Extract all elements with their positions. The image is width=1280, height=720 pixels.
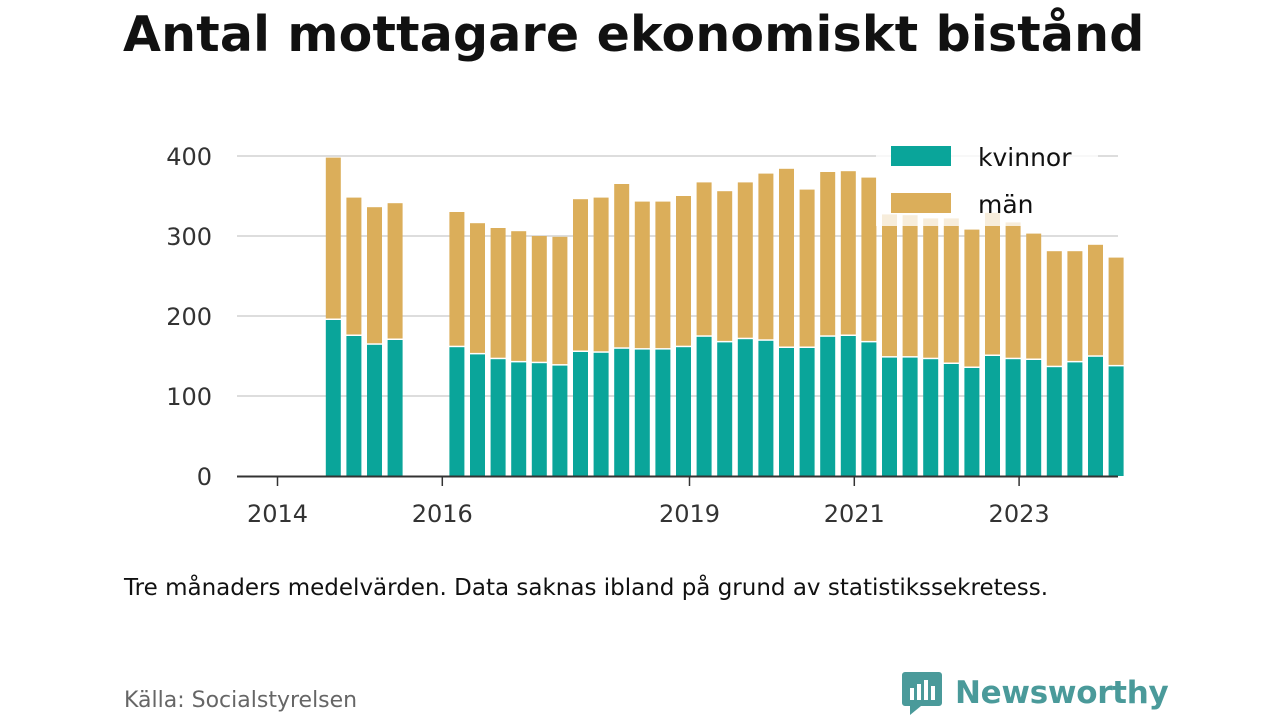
bar-man bbox=[737, 182, 753, 338]
bar-kvinnor bbox=[1108, 366, 1124, 476]
bar-man bbox=[387, 203, 403, 339]
bar-kvinnor bbox=[573, 352, 588, 476]
bar-man bbox=[943, 218, 959, 363]
axes: 2014 2016 2019 2021 2023 bbox=[237, 475, 1118, 528]
bar-kvinnor bbox=[614, 348, 630, 476]
bar-kvinnor bbox=[985, 356, 1000, 476]
bar-man bbox=[717, 191, 733, 341]
bar-man bbox=[779, 168, 794, 347]
chart-note: Tre månaders medelvärden. Data saknas ib… bbox=[124, 575, 1049, 601]
newsworthy-logo: Newsworthy bbox=[901, 670, 1169, 716]
bar-man bbox=[593, 197, 609, 352]
x-tick-label: 2023 bbox=[989, 500, 1050, 528]
bar-kvinnor bbox=[1026, 360, 1042, 476]
bar-kvinnor bbox=[387, 340, 403, 476]
bar-man bbox=[573, 199, 588, 351]
bar-man bbox=[614, 184, 630, 348]
y-tick-label: 400 bbox=[166, 143, 212, 171]
bar-man bbox=[861, 177, 877, 341]
bar-kvinnor bbox=[655, 349, 671, 476]
chart-title: Antal mottagare ekonomiskt bistånd bbox=[123, 6, 1145, 63]
bar-kvinnor bbox=[758, 340, 774, 476]
bar-kvinnor bbox=[1046, 367, 1062, 476]
x-tick-label: 2019 bbox=[659, 500, 720, 528]
bar-kvinnor bbox=[593, 352, 609, 476]
bar-man bbox=[882, 214, 897, 357]
bar-man bbox=[1067, 251, 1083, 361]
bar-man bbox=[470, 223, 485, 353]
x-tick-label: 2014 bbox=[247, 500, 308, 528]
source-credit: Källa: Socialstyrelsen bbox=[124, 688, 358, 713]
bar-man bbox=[511, 231, 527, 361]
bar-man bbox=[449, 212, 465, 346]
bar-man bbox=[490, 228, 506, 358]
bar-man bbox=[902, 215, 918, 357]
bar-man bbox=[552, 236, 568, 365]
bar-kvinnor bbox=[470, 354, 485, 476]
bar-man bbox=[1088, 244, 1103, 356]
bar-man bbox=[923, 218, 939, 358]
bar-man bbox=[346, 197, 362, 335]
bar-kvinnor bbox=[737, 339, 753, 476]
bar-kvinnor bbox=[346, 336, 362, 476]
legend-swatch-man bbox=[891, 193, 951, 213]
bar-man bbox=[634, 201, 650, 349]
bar-man bbox=[1026, 233, 1042, 359]
bar-man bbox=[676, 196, 691, 346]
legend-swatch-kvinnor bbox=[891, 146, 951, 166]
bar-kvinnor bbox=[840, 336, 856, 476]
newsworthy-logo-icon bbox=[902, 672, 942, 715]
bar-kvinnor bbox=[861, 342, 877, 476]
bar-kvinnor bbox=[820, 336, 836, 476]
bar-kvinnor bbox=[779, 348, 794, 476]
bar-kvinnor bbox=[923, 359, 939, 476]
y-tick-label: 300 bbox=[166, 223, 212, 251]
bar-kvinnor bbox=[552, 365, 568, 476]
bar-man bbox=[985, 212, 1000, 355]
bar-kvinnor bbox=[1088, 356, 1103, 476]
brand-name: Newsworthy bbox=[955, 675, 1169, 711]
bar-man bbox=[758, 173, 774, 340]
bar-kvinnor bbox=[717, 342, 733, 476]
bar-kvinnor bbox=[964, 368, 980, 476]
bar-kvinnor bbox=[1005, 359, 1021, 476]
y-tick-label: 200 bbox=[166, 303, 212, 331]
bar-man bbox=[1005, 222, 1021, 358]
bar-man bbox=[1046, 251, 1062, 366]
bar-man bbox=[367, 207, 382, 344]
bar-kvinnor bbox=[449, 347, 465, 476]
bar-man bbox=[325, 157, 341, 319]
bar-kvinnor bbox=[1067, 362, 1083, 476]
bar-kvinnor bbox=[943, 364, 959, 476]
bar-man bbox=[820, 172, 836, 336]
bar-kvinnor bbox=[531, 363, 547, 476]
bar-kvinnor bbox=[634, 349, 650, 476]
bar-man bbox=[531, 236, 547, 362]
bar-kvinnor bbox=[490, 359, 506, 476]
bar-kvinnor bbox=[325, 320, 341, 476]
bar-kvinnor bbox=[511, 362, 527, 476]
bar-kvinnor bbox=[882, 357, 897, 476]
bar-kvinnor bbox=[676, 347, 691, 476]
y-tick-label: 0 bbox=[197, 463, 212, 491]
bars bbox=[325, 157, 1124, 476]
bar-man bbox=[1108, 257, 1124, 365]
y-tick-label: 100 bbox=[166, 383, 212, 411]
x-tick-label: 2016 bbox=[412, 500, 473, 528]
legend: kvinnor män bbox=[876, 136, 1098, 226]
legend-label-man: män bbox=[978, 190, 1034, 219]
bar-kvinnor bbox=[902, 357, 918, 476]
bar-man bbox=[964, 229, 980, 367]
bar-man bbox=[840, 171, 856, 335]
bar-kvinnor bbox=[696, 336, 712, 476]
bar-man bbox=[799, 189, 815, 347]
bar-man bbox=[696, 182, 712, 336]
legend-label-kvinnor: kvinnor bbox=[978, 143, 1072, 172]
bar-kvinnor bbox=[367, 344, 382, 476]
bar-man bbox=[655, 201, 671, 349]
bar-kvinnor bbox=[799, 348, 815, 476]
x-tick-label: 2021 bbox=[824, 500, 885, 528]
